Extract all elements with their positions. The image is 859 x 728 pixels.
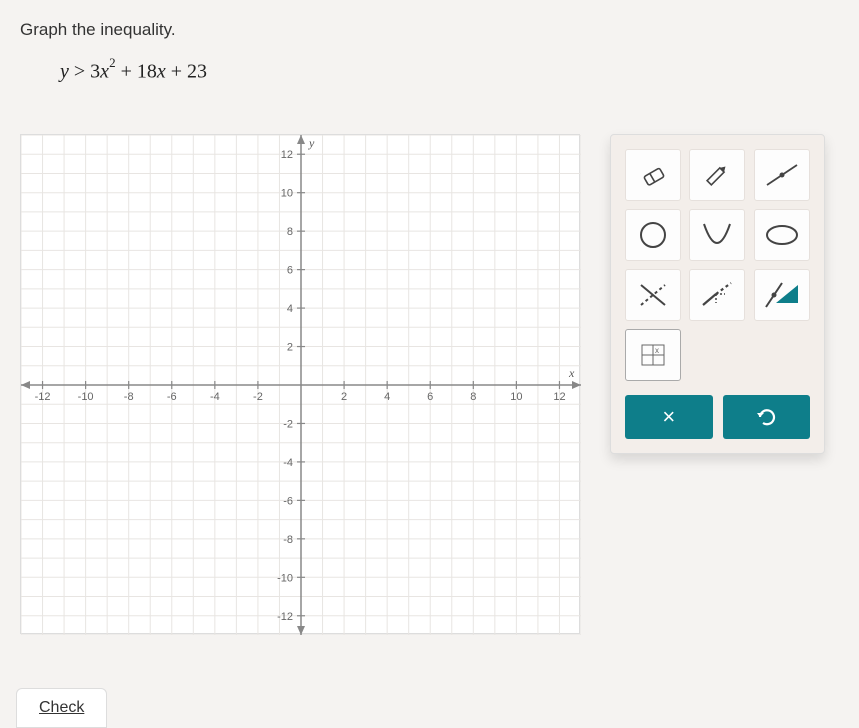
svg-text:-8: -8 [283,534,293,546]
svg-text:2: 2 [287,341,293,353]
fill-region-icon [764,281,800,309]
svg-text:-8: -8 [124,391,134,403]
grid-select-icon: x [638,341,668,369]
fill-region-tool[interactable] [754,269,810,321]
parabola-solid-icon [700,220,734,250]
question-prompt: Graph the inequality. [20,20,859,40]
svg-text:10: 10 [281,187,293,199]
svg-text:-4: -4 [210,391,220,403]
svg-text:-4: -4 [283,457,293,469]
parabola-solid-tool[interactable] [689,209,745,261]
pencil-tool[interactable] [689,149,745,201]
tool-panel: x × [610,134,825,454]
half-line-dashed-tool[interactable] [689,269,745,321]
undo-icon [755,406,777,428]
svg-text:10: 10 [510,391,522,403]
svg-text:8: 8 [287,226,293,238]
pencil-icon [702,162,732,188]
svg-text:-10: -10 [78,391,94,403]
svg-text:12: 12 [553,391,565,403]
undo-button[interactable] [723,395,811,439]
inequality-equation: y > 3x2 + 18x + 23 [60,58,859,84]
tool-grid: x [625,149,810,381]
line-dot-tool[interactable] [754,149,810,201]
coordinate-graph[interactable]: -12 -10 -8 -6 -4 -2 2 4 6 8 10 12 -12 -10 -8 -6 -4 -2 2 4 6 8… [20,134,580,634]
svg-text:6: 6 [427,391,433,403]
svg-text:4: 4 [287,303,293,315]
x-dashed-tool[interactable] [625,269,681,321]
svg-text:x: x [655,346,659,355]
svg-text:-6: -6 [167,391,177,403]
clear-button[interactable]: × [625,395,713,439]
eraser-icon [638,162,668,188]
svg-text:2: 2 [341,391,347,403]
circle-solid-icon [636,220,670,250]
svg-text:-2: -2 [253,391,263,403]
svg-text:4: 4 [384,391,390,403]
ellipse-solid-icon [763,222,801,248]
circle-solid-tool[interactable] [625,209,681,261]
eraser-tool[interactable] [625,149,681,201]
svg-text:y: y [308,136,315,150]
svg-text:6: 6 [287,264,293,276]
line-dot-icon [764,162,800,188]
ellipse-solid-tool[interactable] [754,209,810,261]
x-dashed-icon [637,281,669,309]
svg-text:8: 8 [470,391,476,403]
half-line-dashed-icon [699,281,735,309]
svg-text:x: x [568,366,575,380]
grid-select-tool[interactable]: x [625,329,681,381]
svg-text:-2: -2 [283,418,293,430]
svg-text:-6: -6 [283,495,293,507]
check-button[interactable]: Check [16,688,107,728]
svg-text:12: 12 [281,149,293,161]
svg-text:-12: -12 [35,391,51,403]
svg-text:-12: -12 [277,610,293,622]
x-icon: × [662,404,675,430]
svg-text:-10: -10 [277,572,293,584]
